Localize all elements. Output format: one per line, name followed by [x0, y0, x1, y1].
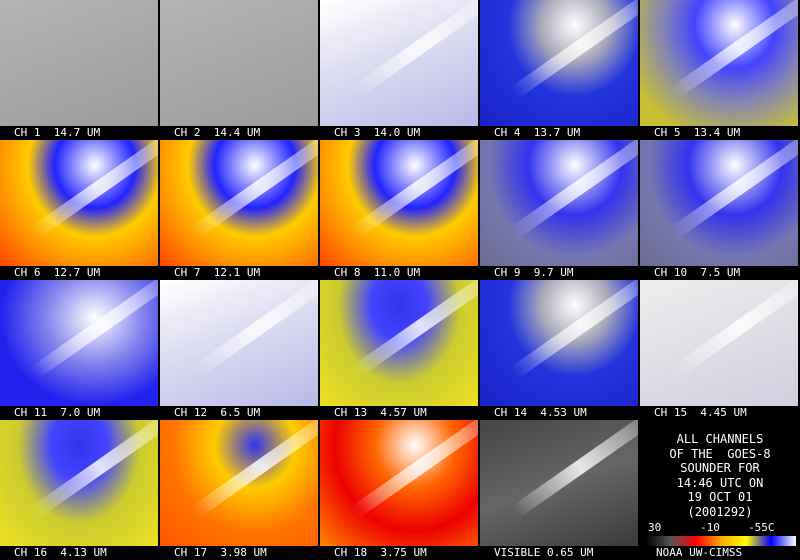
satellite-image	[320, 0, 478, 126]
cloud-band	[350, 420, 478, 519]
channel-panel: CH 6 12.7 UM	[0, 140, 158, 280]
info-line: ALL CHANNELS	[676, 432, 764, 446]
channel-panel: CH 15 4.45 UM	[640, 280, 798, 420]
channel-label: CH 7 12.1 UM	[174, 266, 261, 279]
satellite-image	[320, 280, 478, 406]
channel-panel: CH 11 7.0 UM	[0, 280, 158, 420]
info-line: 19 OCT 01	[687, 490, 753, 504]
channel-panel: CH 7 12.1 UM	[160, 140, 318, 280]
info-text: ALL CHANNELS OF THE GOES-8 SOUNDER FOR 14:4…	[640, 432, 800, 519]
cloud-band	[510, 0, 638, 99]
colorbar-label: 30	[648, 521, 662, 534]
channel-label: CH 1 14.7 UM	[14, 126, 101, 139]
info-line: 14:46 UTC ON	[676, 475, 764, 490]
cloud-band	[30, 420, 158, 519]
channel-label: CH 8 11.0 UM	[334, 266, 421, 279]
satellite-image	[160, 140, 318, 266]
channel-label: CH 10 7.5 UM	[654, 266, 741, 279]
info-line: OF THE GOES-8	[669, 446, 771, 461]
satellite-image	[0, 420, 158, 546]
channel-label: CH 3 14.0 UM	[334, 126, 421, 139]
channel-label: CH 16 4.13 UM	[14, 546, 107, 559]
satellite-image	[640, 140, 798, 266]
cloud-band	[350, 0, 478, 99]
channel-panel: CH 14 4.53 UM	[480, 280, 638, 420]
cloud-band	[190, 140, 318, 239]
channel-panel: CH 8 11.0 UM	[320, 140, 478, 280]
channel-panel: CH 2 14.4 UM	[160, 0, 318, 140]
satellite-image	[0, 280, 158, 406]
cloud-band	[350, 140, 478, 239]
channel-panel: CH 17 3.98 UM	[160, 420, 318, 560]
channel-label: VISIBLE 0.65 UM	[494, 546, 594, 559]
cloud-band	[190, 280, 318, 379]
cloud-band	[510, 140, 638, 239]
cloud-band	[510, 420, 638, 519]
channel-panel: CH 10 7.5 UM	[640, 140, 798, 280]
channel-label: CH 15 4.45 UM	[654, 406, 747, 419]
satellite-image	[0, 0, 158, 126]
channel-panel: VISIBLE 0.65 UM	[480, 420, 638, 560]
channel-label: CH 5 13.4 UM	[654, 126, 741, 139]
satellite-image	[640, 280, 798, 406]
channel-label: CH 11 7.0 UM	[14, 406, 101, 419]
cloud-band	[510, 280, 638, 379]
satellite-image	[320, 420, 478, 546]
colorbar-label: -10	[700, 521, 720, 534]
satellite-image	[0, 140, 158, 266]
channel-panel: CH 13 4.57 UM	[320, 280, 478, 420]
channel-label: CH 17 3.98 UM	[174, 546, 267, 559]
satellite-image	[480, 280, 638, 406]
cloud-band	[350, 280, 478, 379]
channel-panel: CH 12 6.5 UM	[160, 280, 318, 420]
satellite-image	[640, 0, 798, 126]
cloud-band	[670, 280, 798, 379]
colorbar	[646, 536, 796, 546]
channel-label: CH 9 9.7 UM	[494, 266, 574, 279]
cloud-band	[30, 280, 158, 379]
channel-label: CH 13 4.57 UM	[334, 406, 427, 419]
satellite-image	[320, 140, 478, 266]
channel-label: CH 14 4.53 UM	[494, 406, 587, 419]
channel-panel: CH 18 3.75 UM	[320, 420, 478, 560]
channel-label: CH 18 3.75 UM	[334, 546, 427, 559]
colorbar-label: -55C	[748, 521, 775, 534]
channel-panel: CH 9 9.7 UM	[480, 140, 638, 280]
satellite-image	[160, 280, 318, 406]
channel-panel: CH 5 13.4 UM	[640, 0, 798, 140]
channel-panel: CH 1 14.7 UM	[0, 0, 158, 140]
cloud-band	[190, 420, 318, 519]
info-line: (2001292)	[687, 504, 753, 519]
channel-panel: CH 3 14.0 UM	[320, 0, 478, 140]
cloud-band	[670, 0, 798, 99]
satellite-image	[480, 140, 638, 266]
cloud-band	[30, 140, 158, 239]
channel-label: CH 4 13.7 UM	[494, 126, 581, 139]
credit: NOAA UW-CIMSS	[656, 546, 743, 559]
satellite-image	[480, 0, 638, 126]
channel-label: CH 2 14.4 UM	[174, 126, 261, 139]
satellite-image	[480, 420, 638, 546]
info-line: SOUNDER FOR	[680, 461, 760, 475]
channel-label: CH 6 12.7 UM	[14, 266, 101, 279]
channel-panel: CH 4 13.7 UM	[480, 0, 638, 140]
satellite-image	[160, 420, 318, 546]
channel-panel: CH 16 4.13 UM	[0, 420, 158, 560]
channel-label: CH 12 6.5 UM	[174, 406, 261, 419]
cloud-band	[670, 140, 798, 239]
satellite-image	[160, 0, 318, 126]
